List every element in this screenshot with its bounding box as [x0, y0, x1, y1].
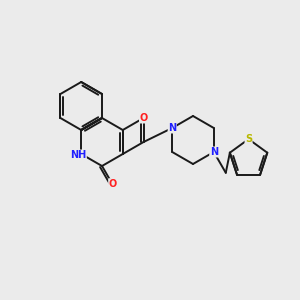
Text: N: N — [168, 123, 176, 133]
Text: O: O — [109, 179, 117, 189]
Text: N: N — [210, 147, 218, 157]
Text: NH: NH — [70, 150, 86, 160]
Text: O: O — [140, 113, 148, 123]
Text: S: S — [245, 134, 252, 144]
